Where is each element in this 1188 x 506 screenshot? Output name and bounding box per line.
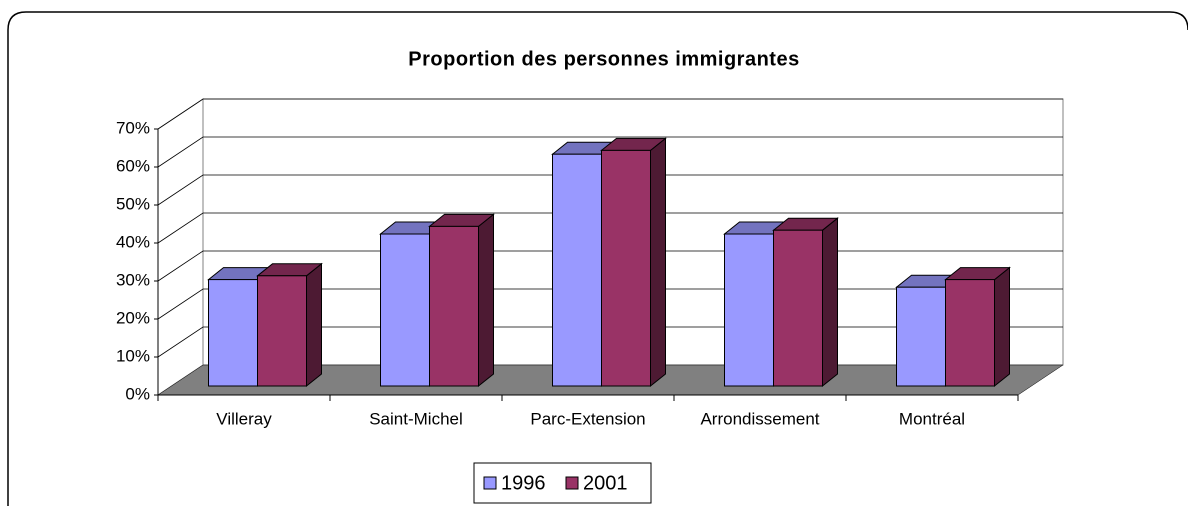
y-tick-label: 60% (116, 156, 150, 175)
bar-face (208, 279, 258, 387)
bar-face (945, 279, 995, 387)
y-tick-label: 0% (125, 384, 150, 403)
side-wall (157, 98, 204, 396)
grid-line (157, 174, 1063, 206)
bar-face (380, 233, 430, 387)
legend-swatch (483, 476, 497, 490)
bar (256, 262, 323, 388)
frame (7, 11, 1188, 506)
grid-line (157, 212, 1063, 244)
bar-face (429, 225, 479, 387)
bar-face (822, 217, 838, 388)
grid-line (157, 136, 1063, 168)
bar-face (552, 153, 602, 387)
y-tick-label: 10% (116, 346, 150, 365)
grid-line (157, 98, 1063, 130)
x-tick-label: Saint-Michel (369, 409, 463, 428)
bar-face (896, 286, 946, 387)
bar-face (257, 275, 307, 387)
legend-box (473, 462, 652, 504)
bar (772, 217, 839, 388)
y-tick-label: 50% (116, 194, 150, 213)
bar-face (773, 229, 823, 387)
x-tick-label: Villeray (216, 409, 272, 428)
bar (600, 137, 667, 388)
legend-swatch (565, 476, 579, 490)
x-tick-label: Montréal (899, 409, 965, 428)
y-tick-label: 30% (116, 270, 150, 289)
y-tick-label: 20% (116, 308, 150, 327)
bar-face (994, 266, 1010, 388)
bar (944, 266, 1011, 388)
x-tick-label: Parc-Extension (530, 409, 645, 428)
y-tick-label: 40% (116, 232, 150, 251)
bar (428, 213, 495, 388)
legend-label: 2001 (583, 472, 628, 494)
bar-face (724, 233, 774, 387)
chart-title: Proportion des personnes immigrantes (408, 48, 799, 70)
y-tick-label: 70% (116, 118, 150, 137)
bar-face (478, 213, 494, 388)
bar-face (650, 137, 666, 388)
bar-face (601, 149, 651, 387)
legend-label: 1996 (501, 472, 546, 494)
x-tick-label: Arrondissement (700, 409, 819, 428)
bar-face (306, 262, 322, 388)
